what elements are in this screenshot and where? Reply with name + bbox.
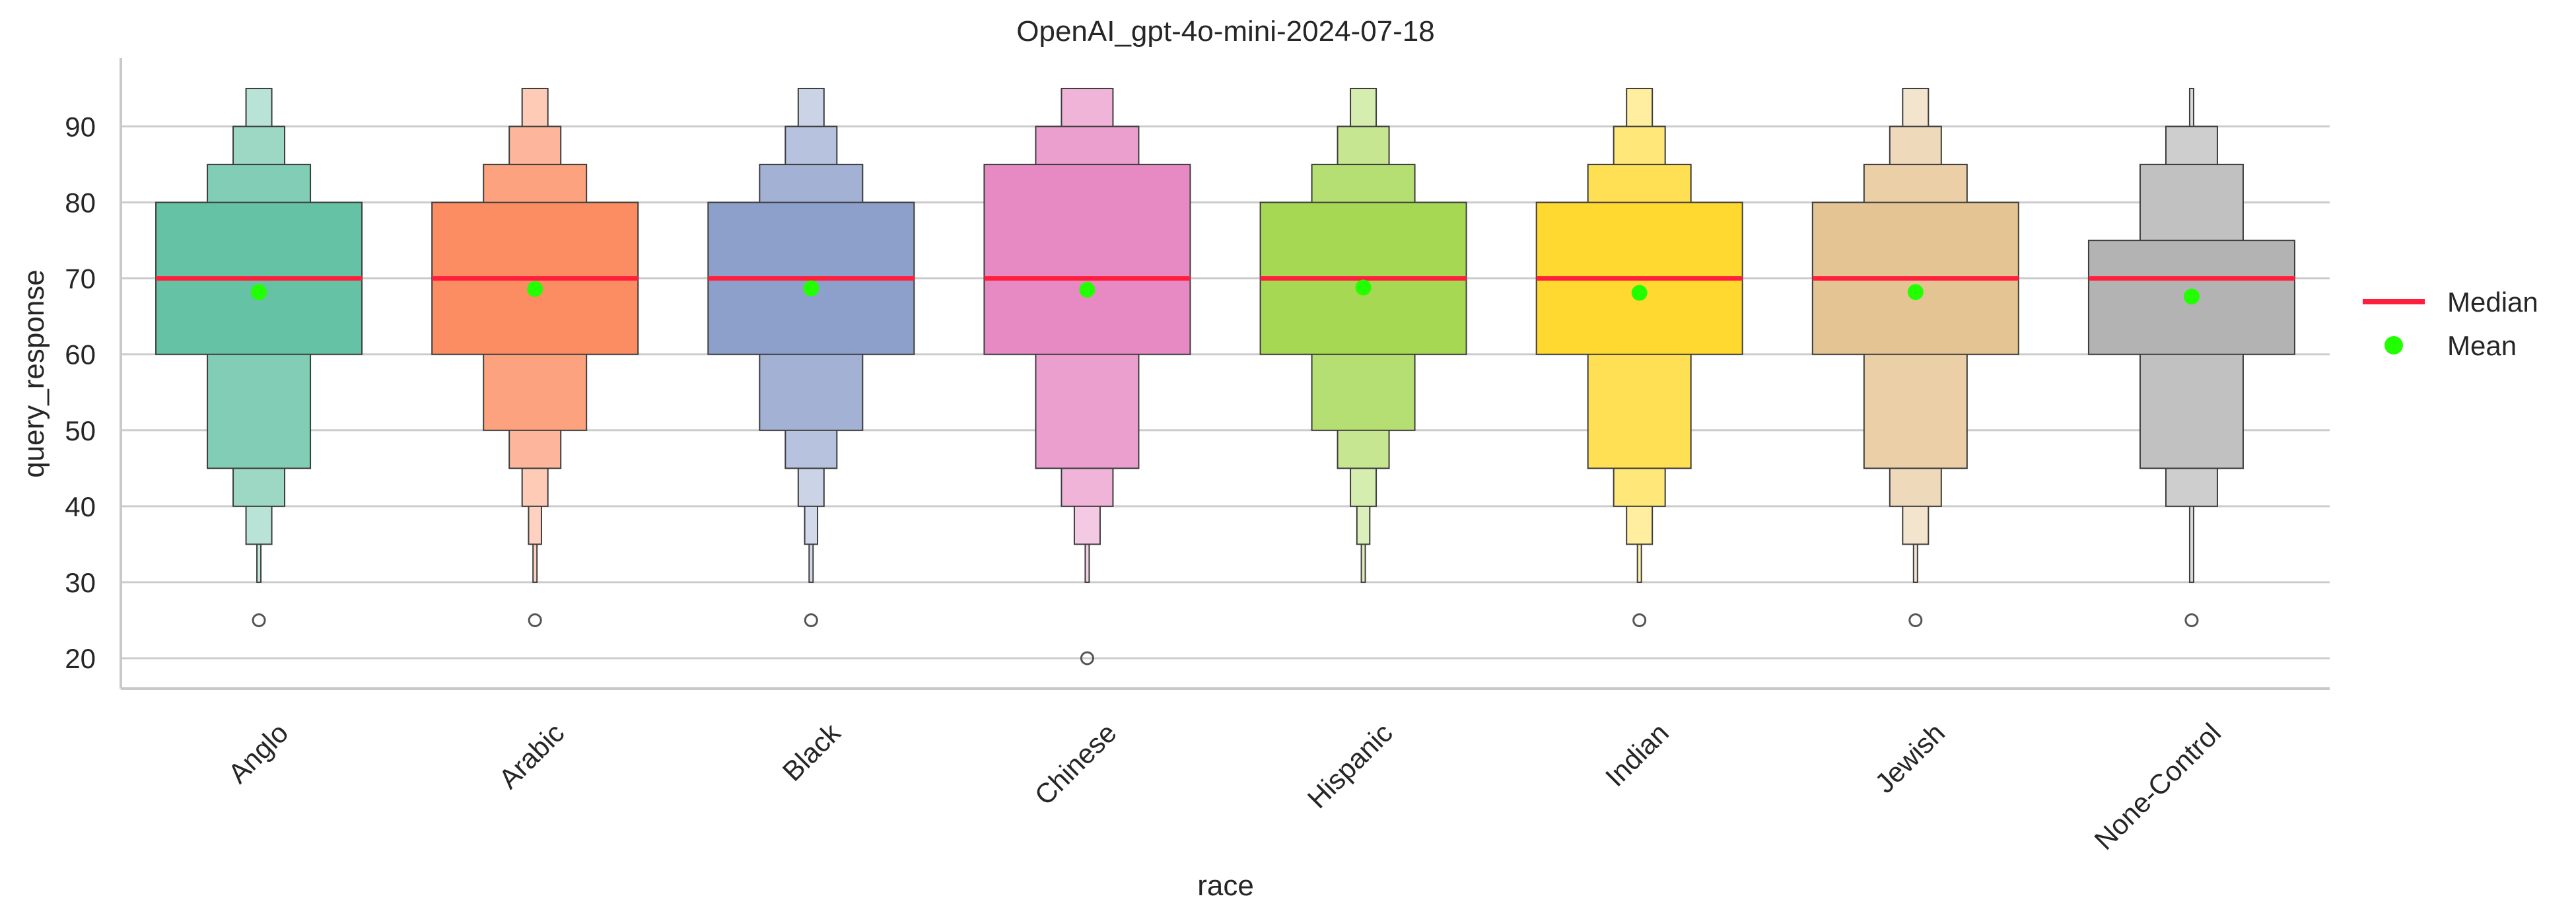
mean-marker xyxy=(1355,279,1372,296)
mean-marker xyxy=(251,284,267,300)
legend-median-label: Median xyxy=(2447,287,2538,318)
boxen-black xyxy=(707,88,915,627)
mean-marker xyxy=(1907,284,1924,300)
outlier-point xyxy=(1908,613,1923,627)
legend-mean-swatch xyxy=(2385,336,2403,355)
outlier-point xyxy=(1080,651,1094,665)
outlier-point xyxy=(528,613,542,627)
legend-mean-label: Mean xyxy=(2447,330,2517,361)
outlier-point xyxy=(252,613,266,627)
boxen-jewish xyxy=(1811,88,2019,627)
boxen-hispanic xyxy=(1259,88,1467,583)
y-tick-labels: 20 30 40 50 60 70 80 90 xyxy=(65,112,96,674)
boxen-level xyxy=(983,164,1191,355)
mean-marker xyxy=(1079,281,1096,298)
y-tick-label: 50 xyxy=(65,415,96,446)
boxen-arabic xyxy=(431,88,639,627)
y-tick-label: 80 xyxy=(65,188,96,219)
axes xyxy=(120,58,2330,690)
mean-marker xyxy=(2183,289,2200,305)
y-tick-label: 90 xyxy=(65,112,96,143)
boxen-chinese xyxy=(983,88,1191,665)
outlier-point xyxy=(2184,613,2199,627)
chart-title: OpenAI_gpt-4o-mini-2024-07-18 xyxy=(1016,15,1435,48)
boxen-plots xyxy=(155,88,2295,665)
mean-marker xyxy=(803,280,819,296)
x-axis-label: race xyxy=(1197,870,1254,902)
mean-marker xyxy=(527,281,543,297)
y-tick-label: 40 xyxy=(65,491,96,522)
boxen-anglo xyxy=(155,88,363,627)
boxen-indian xyxy=(1535,88,1743,627)
y-tick-label: 30 xyxy=(65,567,96,598)
y-tick-label: 20 xyxy=(65,643,96,674)
outlier-point xyxy=(804,613,818,627)
legend: Median Mean xyxy=(2363,287,2538,361)
boxen-none-control xyxy=(2087,88,2295,627)
y-tick-label: 70 xyxy=(65,263,96,294)
mean-marker xyxy=(1631,285,1648,301)
y-tick-label: 60 xyxy=(65,339,96,370)
y-axis-label: query_response xyxy=(18,269,50,478)
outlier-point xyxy=(1632,613,1647,627)
